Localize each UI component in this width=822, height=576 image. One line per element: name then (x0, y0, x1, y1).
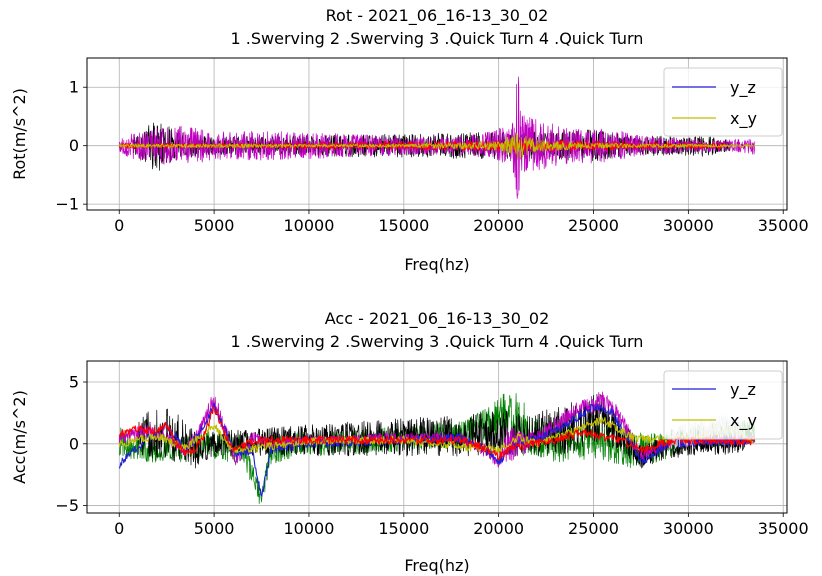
acc-x-tick-label: 20000 (473, 519, 524, 538)
rot-y-axis-label: Rot(m/s^2) (10, 88, 29, 180)
rot-legend-box (663, 67, 783, 137)
rot-chart-subtitle: 1 .Swerving 2 .Swerving 3 .Quick Turn 4 … (231, 29, 644, 48)
acc-x-tick-label: 35000 (758, 519, 809, 538)
acc-y-axis-label: Acc(m/s^2) (10, 390, 29, 484)
acc-chart-panel: Acc - 2021_06_16-13_30_02 1 .Swerving 2 … (10, 309, 809, 575)
rot-legend-x_y-label: x_y (730, 109, 757, 129)
rot-y-tick-label: 0 (69, 136, 79, 155)
rot-ticks: 0 5000 10000 15000 20000 25000 30000 35000 −1 0 1 (55, 78, 808, 235)
acc-y-tick-label: −5 (55, 496, 79, 515)
rot-x-tick-label: 35000 (758, 216, 809, 235)
rot-x-tick-label: 15000 (378, 216, 429, 235)
rot-y-tick-label: −1 (55, 195, 79, 214)
rot-x-tick-label: 0 (114, 216, 124, 235)
rot-plot-frame (86, 57, 788, 211)
acc-legend-box (663, 370, 783, 440)
acc-series-3 (118, 402, 755, 497)
acc-x-tick-label: 25000 (568, 519, 619, 538)
acc-x-tick-label: 10000 (283, 519, 334, 538)
rot-x-tick-label: 10000 (283, 216, 334, 235)
acc-x-axis-label: Freq(hz) (404, 556, 469, 575)
acc-ticks: 0 5000 10000 15000 20000 25000 30000 35000 −5 0 5 (55, 373, 808, 538)
acc-data-layer (118, 391, 756, 504)
acc-x-tick-label: 0 (114, 519, 124, 538)
acc-x-tick-label: 15000 (378, 519, 429, 538)
acc-chart-title: Acc - 2021_06_16-13_30_02 (325, 309, 550, 329)
rot-legend-y_z-label: y_z (730, 78, 756, 98)
rot-legend: y_z x_y (663, 67, 783, 137)
acc-series-6 (118, 406, 755, 461)
acc-y-tick-label: 5 (69, 373, 79, 392)
acc-legend: y_z x_y (663, 370, 783, 440)
rot-data-layer (118, 76, 756, 199)
rot-chart-title: Rot - 2021_06_16-13_30_02 (326, 6, 549, 26)
acc-y-tick-label: 0 (69, 434, 79, 453)
acc-plot-frame (86, 360, 788, 514)
rot-x-tick-label: 20000 (473, 216, 524, 235)
rot-x-axis-label: Freq(hz) (404, 255, 469, 274)
rot-chart-panel: Rot - 2021_06_16-13_30_02 1 .Swerving 2 … (10, 6, 809, 274)
acc-x-tick-label: 5000 (194, 519, 235, 538)
rot-series-3 (118, 133, 756, 160)
rot-x-tick-label: 25000 (568, 216, 619, 235)
acc-legend-y_z-label: y_z (730, 380, 756, 400)
acc-legend-x_y-label: x_y (730, 411, 757, 431)
rot-y-tick-label: 1 (69, 78, 79, 97)
acc-chart-subtitle: 1 .Swerving 2 .Swerving 3 .Quick Turn 4 … (231, 332, 644, 351)
rot-x-tick-label: 5000 (194, 216, 235, 235)
rot-x-tick-label: 30000 (663, 216, 714, 235)
acc-x-tick-label: 30000 (663, 519, 714, 538)
